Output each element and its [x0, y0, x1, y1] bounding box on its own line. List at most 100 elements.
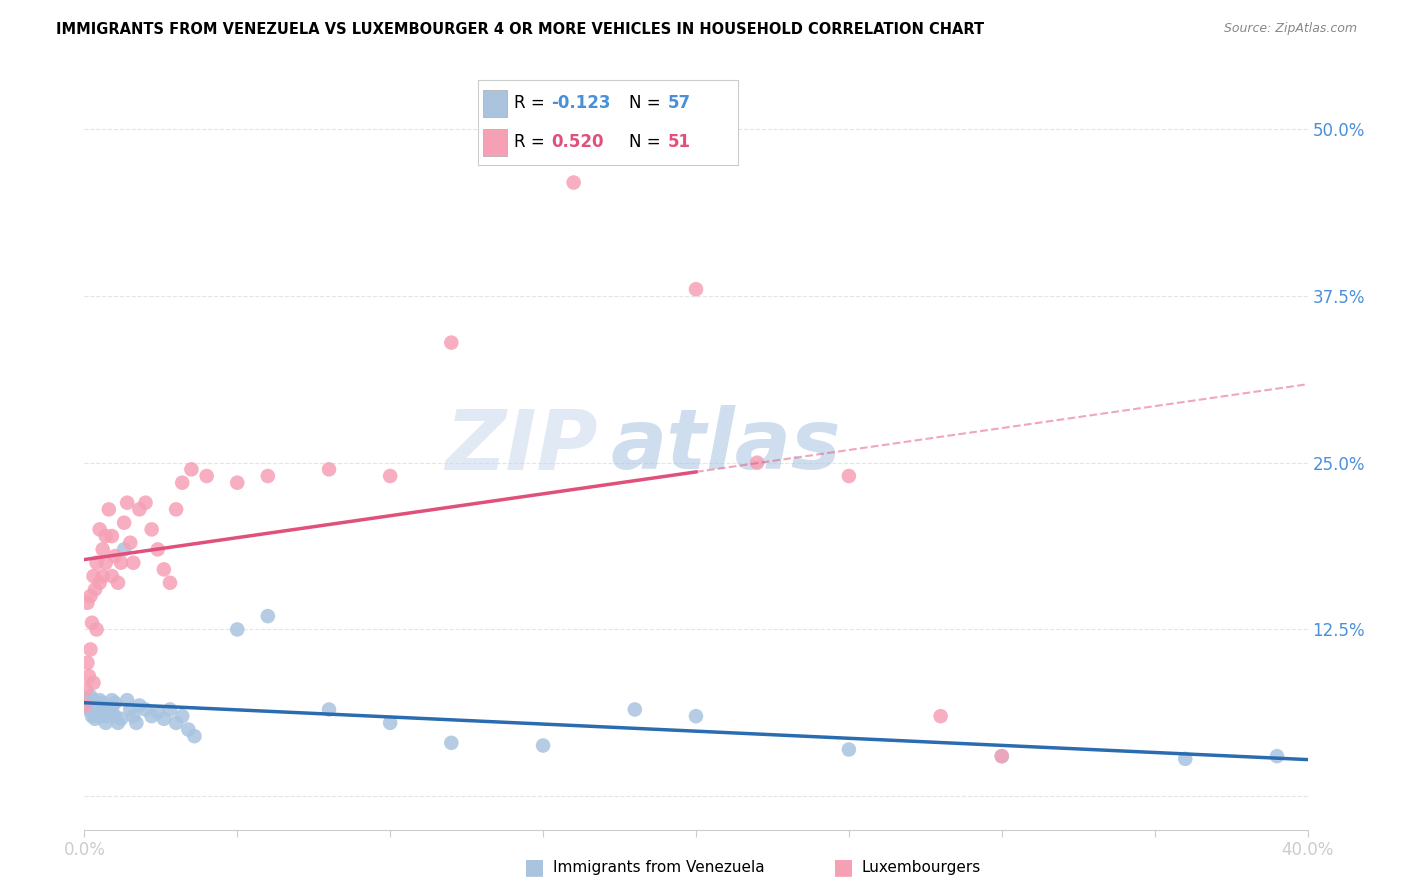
Point: [624, 702, 647, 716]
Bar: [484, 89, 506, 117]
Text: Luxembourgers: Luxembourgers: [862, 860, 981, 874]
Point: [125, 715, 148, 730]
Point: [83, 705, 105, 719]
Point: [76, 698, 98, 713]
Point: [86, 623, 108, 637]
Point: [80, 615, 103, 630]
Point: [531, 122, 554, 136]
Text: Immigrants from Venezuela: Immigrants from Venezuela: [553, 860, 765, 874]
Point: [104, 709, 127, 723]
Point: [75, 696, 97, 710]
Point: [83, 698, 105, 713]
Point: [128, 502, 150, 516]
Point: [141, 522, 163, 536]
Point: [153, 562, 176, 576]
Point: [226, 475, 249, 490]
Point: [380, 469, 402, 483]
Text: 57: 57: [668, 95, 690, 112]
Point: [257, 469, 280, 483]
Point: [146, 542, 169, 557]
Point: [120, 535, 142, 549]
Text: N =: N =: [628, 133, 666, 151]
Point: [89, 575, 111, 590]
Point: [79, 696, 101, 710]
Text: R =: R =: [515, 133, 551, 151]
Point: [562, 176, 585, 190]
Text: N =: N =: [628, 95, 666, 112]
Point: [122, 709, 145, 723]
Point: [1265, 749, 1288, 764]
Point: [101, 693, 124, 707]
Point: [165, 502, 187, 516]
Point: [89, 698, 111, 713]
Point: [226, 623, 249, 637]
Point: [153, 712, 176, 726]
Point: [172, 475, 194, 490]
Point: [86, 556, 108, 570]
Point: [107, 715, 129, 730]
Point: [531, 739, 554, 753]
Text: 51: 51: [668, 133, 690, 151]
Point: [146, 705, 169, 719]
Point: [79, 702, 101, 716]
Point: [75, 682, 97, 697]
Point: [94, 715, 117, 730]
Point: [257, 609, 280, 624]
Point: [838, 469, 860, 483]
Text: Source: ZipAtlas.com: Source: ZipAtlas.com: [1223, 22, 1357, 36]
Point: [128, 698, 150, 713]
Point: [91, 702, 114, 716]
Point: [101, 569, 124, 583]
Text: ■: ■: [524, 857, 544, 877]
Point: [94, 556, 117, 570]
Point: [97, 705, 120, 719]
Point: [172, 709, 194, 723]
Text: ZIP: ZIP: [446, 406, 598, 486]
Point: [183, 729, 205, 743]
Text: R =: R =: [515, 95, 551, 112]
Point: [94, 529, 117, 543]
Point: [83, 675, 105, 690]
Point: [159, 702, 181, 716]
Point: [165, 715, 187, 730]
Point: [84, 712, 107, 726]
Point: [929, 709, 952, 723]
Text: -0.123: -0.123: [551, 95, 610, 112]
Point: [91, 569, 114, 583]
Point: [195, 469, 218, 483]
Point: [159, 575, 181, 590]
Point: [101, 702, 124, 716]
Point: [75, 698, 97, 713]
Point: [107, 575, 129, 590]
Point: [89, 693, 111, 707]
Point: [177, 723, 200, 737]
Point: [838, 742, 860, 756]
Text: ■: ■: [834, 857, 853, 877]
Point: [112, 542, 135, 557]
Point: [86, 699, 108, 714]
Point: [141, 709, 163, 723]
Point: [135, 702, 157, 716]
Point: [685, 282, 707, 296]
Point: [991, 749, 1014, 764]
Point: [122, 556, 145, 570]
Point: [180, 462, 202, 476]
Point: [440, 335, 463, 350]
Point: [83, 569, 105, 583]
Text: atlas: atlas: [610, 406, 841, 486]
Point: [97, 502, 120, 516]
Point: [79, 642, 101, 657]
Point: [94, 709, 117, 723]
Text: IMMIGRANTS FROM VENEZUELA VS LUXEMBOURGER 4 OR MORE VEHICLES IN HOUSEHOLD CORREL: IMMIGRANTS FROM VENEZUELA VS LUXEMBOURGE…: [56, 22, 984, 37]
Point: [91, 696, 114, 710]
Point: [135, 496, 157, 510]
Point: [991, 749, 1014, 764]
Bar: [484, 128, 506, 156]
Point: [104, 696, 127, 710]
Point: [76, 596, 98, 610]
Point: [86, 702, 108, 716]
Point: [110, 712, 132, 726]
Point: [318, 462, 340, 476]
Point: [84, 582, 107, 597]
Point: [115, 496, 138, 510]
